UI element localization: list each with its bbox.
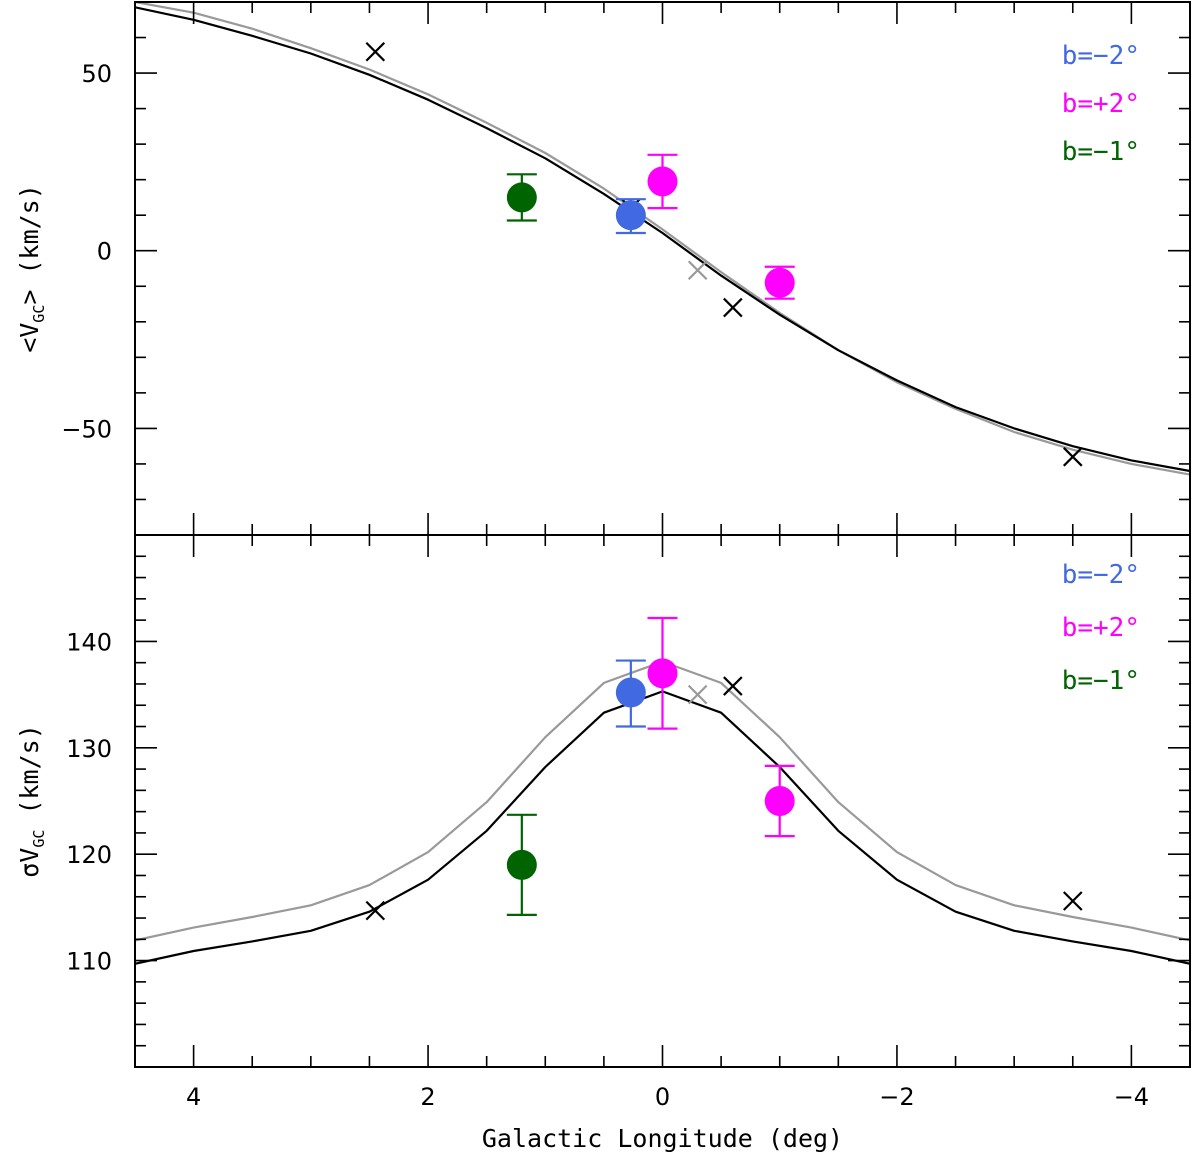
- mean-velocity-ticks: [134, 2, 1191, 535]
- legend-label-b-minus2: b=−2°: [1062, 41, 1140, 71]
- model-cross-marker: [723, 676, 743, 696]
- mean-velocity-marks: [365, 41, 1083, 467]
- y-axis-title-dispersion-prefix: σV: [15, 848, 44, 878]
- model-gray-curve: [135, 2, 1190, 476]
- y-tick-label: −50: [61, 415, 112, 443]
- model-cross-marker: [723, 297, 743, 318]
- y-tick-label: 0: [97, 238, 112, 266]
- dispersion-ticks: [134, 535, 1191, 1067]
- dispersion-legend: b=−2° b=+2° b=−1°: [1062, 560, 1140, 696]
- y-tick-label: 50: [81, 60, 112, 88]
- model-cross-marker: [1063, 891, 1083, 911]
- x-tick-label: −4: [1114, 1083, 1149, 1111]
- legend-label-b-minus2: b=−2°: [1062, 560, 1140, 590]
- x-tick-label: 2: [420, 1083, 435, 1111]
- legend-label-b-plus2: b=+2°: [1062, 613, 1140, 643]
- model-cross-marker: [365, 900, 386, 921]
- y-axis-title-mean: <VGC> (km/s): [15, 184, 48, 353]
- y-tick-label: 120: [66, 841, 112, 869]
- data-point: [506, 849, 537, 880]
- x-tick-label: −2: [879, 1083, 914, 1111]
- y-axis-title-dispersion: σVGC (km/s): [15, 724, 48, 878]
- model-cross-marker: [365, 41, 386, 62]
- legend-label-b-minus1: b=−1°: [1062, 137, 1140, 167]
- y-tick-label: 110: [66, 948, 112, 976]
- model-cross-marker: [1063, 447, 1083, 467]
- data-point: [764, 267, 795, 298]
- y-tick-label: 130: [66, 735, 112, 763]
- legend-label-b-minus1: b=−1°: [1062, 666, 1140, 696]
- model-cross-marker: [687, 260, 708, 281]
- dispersion-marks: [365, 616, 1083, 921]
- x-axis-title: Galactic Longitude (deg): [482, 1124, 843, 1153]
- data-point: [615, 200, 646, 231]
- y-axis-title-mean-prefix: <V: [15, 323, 44, 353]
- data-point: [764, 786, 795, 816]
- y-axis-title-dispersion-subscript: GC: [30, 830, 48, 848]
- model-cross-marker: [687, 684, 708, 705]
- legend-label-b-plus2: b=+2°: [1062, 89, 1140, 119]
- data-point: [647, 166, 678, 197]
- data-point: [506, 182, 537, 213]
- mean-velocity-legend: b=−2° b=+2° b=−1°: [1062, 41, 1140, 167]
- y-axis-title-dispersion-suffix: (km/s): [15, 724, 44, 829]
- mean-velocity-panel: b=−2° b=+2° b=−1° <VGC> (km/s) 50 0 −50: [15, 1, 1191, 536]
- data-point: [615, 677, 646, 708]
- mean-velocity-models: [135, 2, 1190, 476]
- velocity-dispersion-panel: b=−2° b=+2° b=−1° σVGC (km/s) 140 130 120 1…: [15, 534, 1191, 1068]
- y-axis-title-mean-subscript: GC: [30, 305, 48, 323]
- dispersion-frame: [134, 534, 1191, 1068]
- x-tick-label: 0: [655, 1083, 670, 1111]
- data-point: [647, 658, 678, 689]
- x-axis-tick-labels: 4 2 0 −2 −4: [186, 1083, 1149, 1111]
- y-axis-title-mean-suffix: > (km/s): [15, 184, 44, 304]
- model-black-curve: [135, 6, 1190, 473]
- x-tick-label: 4: [186, 1083, 201, 1111]
- y-tick-label: 140: [66, 628, 112, 656]
